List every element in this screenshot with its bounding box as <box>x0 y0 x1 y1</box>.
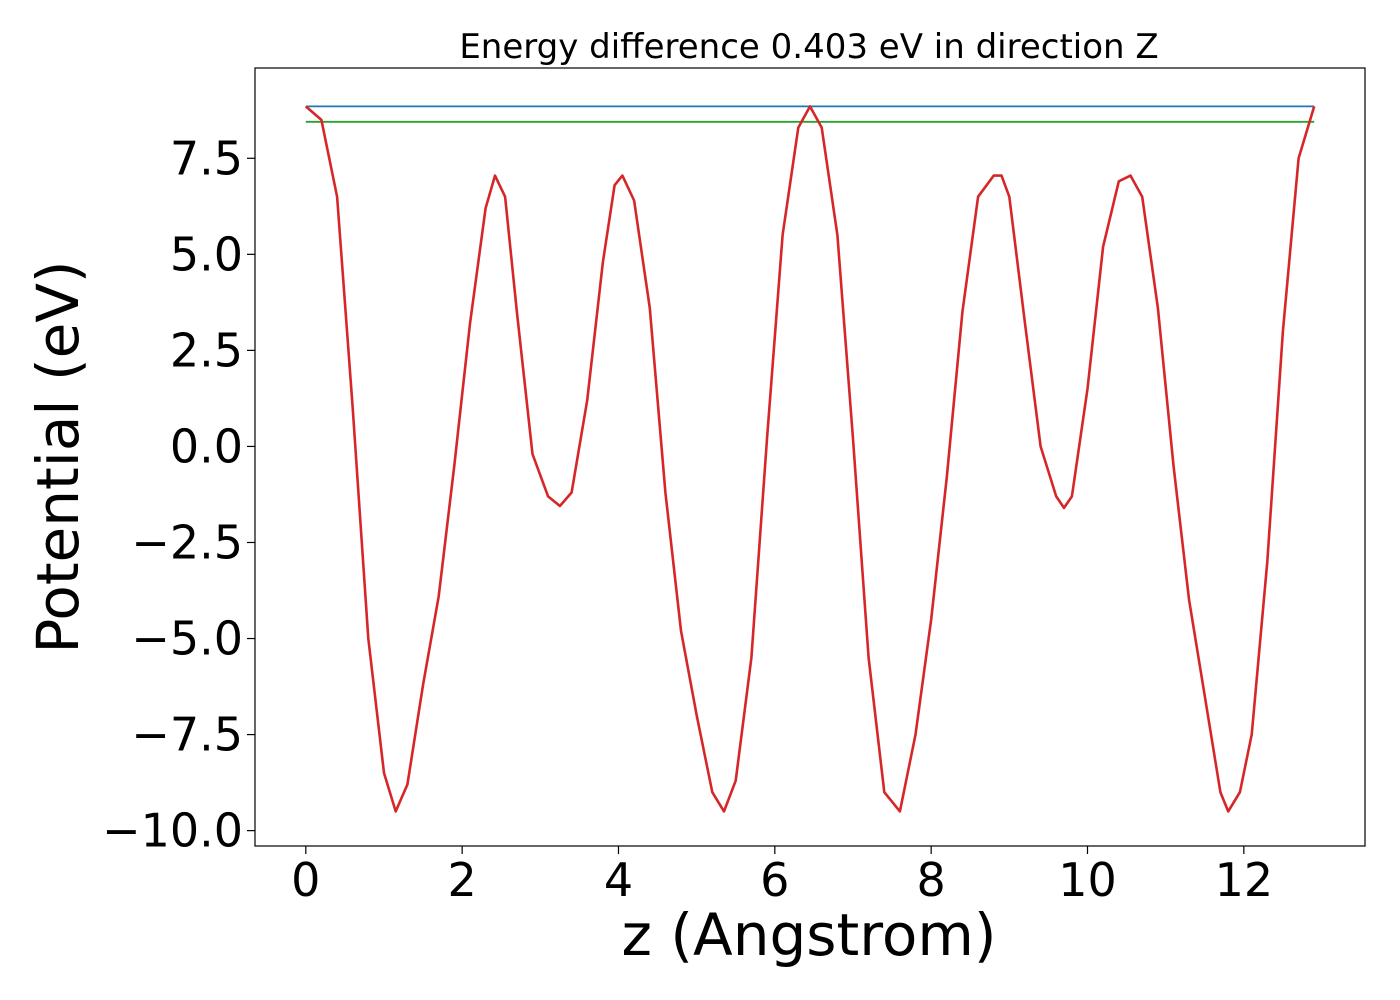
y-tick-label: −10.0 <box>102 804 243 858</box>
series-line-3 <box>304 105 1316 813</box>
y-tick-label: 5.0 <box>170 227 243 281</box>
y-tick-label: −5.0 <box>131 612 243 666</box>
x-tick-label: 6 <box>760 853 789 907</box>
plot-frame <box>254 67 1366 847</box>
y-tick-label: 2.5 <box>170 323 243 377</box>
y-axis: 7.5 5.0 2.5 0.0 −2.5 −5.0 −7.5 −10.0 <box>102 131 255 858</box>
x-tick-label: 10 <box>1058 853 1117 907</box>
y-tick-label: −7.5 <box>131 708 243 762</box>
chart-title: Energy difference 0.403 eV in direction … <box>459 27 1158 67</box>
plot-area <box>304 105 1316 813</box>
x-axis: 0 2 4 6 8 10 12 <box>291 846 1273 907</box>
x-tick-label: 2 <box>448 853 477 907</box>
x-tick-label: 8 <box>917 853 946 907</box>
x-tick-label: 12 <box>1215 853 1274 907</box>
x-tick-label: 0 <box>291 853 320 907</box>
y-axis-title: Potential (eV) <box>24 260 92 653</box>
y-tick-label: −2.5 <box>131 515 243 569</box>
y-tick-label: 7.5 <box>170 131 243 185</box>
x-tick-label: 4 <box>604 853 633 907</box>
y-tick-label: 0.0 <box>170 419 243 473</box>
x-axis-title: z (Angstrom) <box>622 901 997 969</box>
